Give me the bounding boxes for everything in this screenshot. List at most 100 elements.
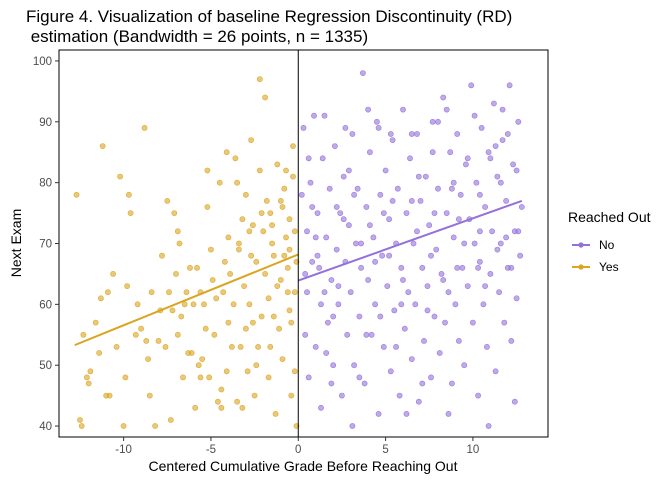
y-tick-label: 70 [39,239,52,251]
point-yes [267,210,274,216]
point-no [487,270,494,277]
point-no [391,307,398,314]
point-yes [279,356,286,362]
point-no [428,374,434,381]
point-yes [274,161,281,168]
point-no [424,307,431,314]
point-no [408,356,415,362]
point-no [407,155,413,162]
y-tick-label: 40 [39,421,52,433]
point-yes [183,289,190,296]
point-no [368,331,375,338]
point-yes [265,374,272,381]
point-yes [78,423,85,429]
point-no [508,264,515,271]
legend-item-no: No [572,238,615,252]
point-yes [204,167,211,174]
point-no [331,143,338,149]
point-no [445,289,452,296]
point-yes [105,289,111,296]
point-no [401,325,408,332]
legend-label-yes: Yes [599,260,619,274]
point-no [300,125,307,131]
point-no [443,106,450,113]
point-no [492,143,499,149]
point-no [433,246,440,253]
point-no [372,258,378,265]
point-no [443,210,450,216]
point-yes [194,264,200,271]
point-yes [291,289,298,296]
point-no [345,222,352,229]
point-yes [290,143,296,149]
point-yes [132,331,139,338]
point-no [414,228,420,235]
point-no [421,337,427,344]
point-no [417,197,424,204]
point-yes [167,417,174,423]
point-yes [242,191,249,198]
point-no [304,289,310,296]
points-layer [73,70,525,429]
y-tick-label: 60 [39,299,52,311]
point-yes [122,374,129,381]
point-yes [262,94,268,101]
point-yes [152,423,158,429]
point-yes [87,368,94,375]
point-no [475,264,481,271]
point-no [305,155,312,162]
point-no [311,112,317,119]
point-no [487,155,494,162]
point-yes [169,307,176,314]
x-axis: -10 -5 0 5 10 [115,437,479,456]
point-yes [214,398,221,405]
point-no [333,246,340,253]
point-yes [80,331,87,338]
point-no [375,125,382,131]
point-no [386,216,392,223]
point-no [396,392,403,399]
point-no [459,264,466,271]
point-yes [159,252,165,259]
point-yes [272,410,279,417]
point-yes [246,301,253,308]
point-no [422,173,429,180]
point-yes [162,343,169,350]
legend-key-no-point [578,242,584,248]
point-yes [96,350,103,356]
point-no [464,155,471,162]
point-no [305,374,312,381]
point-no [408,131,415,137]
point-no [363,331,370,338]
point-no [503,197,509,204]
point-yes [277,197,284,204]
point-yes [281,185,288,192]
point-no [380,343,387,350]
point-no [455,337,462,344]
point-no [354,185,361,192]
point-yes [291,368,298,375]
point-yes [269,222,275,229]
point-no [429,118,436,125]
point-no [338,392,345,399]
point-no [464,283,471,289]
point-no [473,179,480,186]
x-tick-label: -5 [206,444,216,456]
point-no [398,301,405,308]
point-yes [223,149,230,156]
point-yes [237,343,244,350]
legend-item-yes: Yes [572,260,619,274]
point-yes [255,343,261,350]
point-yes [202,325,209,332]
point-yes [270,313,277,320]
point-no [483,343,490,350]
point-yes [84,374,90,381]
point-no [496,289,502,296]
fit-lines-layer [74,199,523,347]
point-no [455,216,462,223]
point-no [501,319,508,326]
y-axis: 40 50 60 70 80 90 100 [33,56,59,433]
point-no [365,277,371,283]
point-yes [291,228,298,235]
point-yes [187,264,193,271]
